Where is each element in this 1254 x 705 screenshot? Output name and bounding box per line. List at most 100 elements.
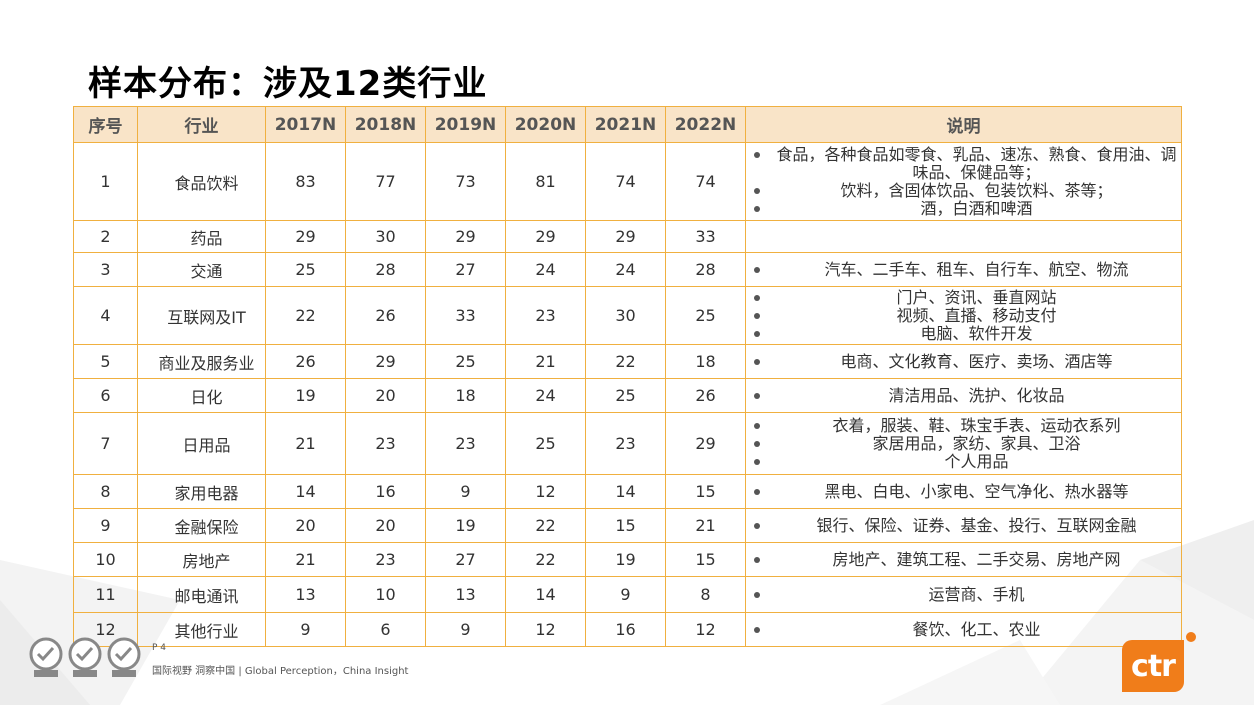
sample-count: 23 bbox=[345, 412, 426, 475]
industry-name: 其他行业 bbox=[137, 612, 266, 647]
description-cell: 餐饮、化工、农业 bbox=[745, 612, 1182, 647]
description-list: 电商、文化教育、医疗、卖场、酒店等 bbox=[750, 352, 1177, 371]
table-header-row: 序号 行业 2017N 2018N 2019N 2020N 2021N 2022N 说明 bbox=[73, 106, 1182, 143]
row-number: 9 bbox=[73, 508, 138, 543]
industry-name: 邮电通讯 bbox=[137, 576, 266, 613]
page-title: 样本分布：涉及12类行业 bbox=[88, 64, 488, 104]
description-item: 餐饮、化工、农业 bbox=[750, 620, 1177, 639]
industry-name: 日化 bbox=[137, 378, 266, 413]
description-item: 银行、保险、证券、基金、投行、互联网金融 bbox=[750, 516, 1177, 535]
sample-count: 24 bbox=[585, 252, 666, 287]
industry-name: 食品饮料 bbox=[137, 142, 266, 221]
sample-count: 22 bbox=[505, 508, 586, 543]
sample-count: 25 bbox=[505, 412, 586, 475]
page-number: P 4 bbox=[152, 643, 167, 653]
row-number: 7 bbox=[73, 412, 138, 475]
row-number: 2 bbox=[73, 220, 138, 253]
sample-count: 33 bbox=[425, 286, 506, 345]
description-cell: 电商、文化教育、医疗、卖场、酒店等 bbox=[745, 344, 1182, 379]
sample-count: 23 bbox=[345, 542, 426, 577]
industry-name: 家用电器 bbox=[137, 474, 266, 509]
certification-logos bbox=[29, 637, 141, 677]
sample-count: 19 bbox=[425, 508, 506, 543]
column-header: 2017N bbox=[265, 106, 346, 143]
sgs-badge-icon bbox=[29, 637, 63, 677]
row-number: 10 bbox=[73, 542, 138, 577]
description-cell: 衣着，服装、鞋、珠宝手表、运动衣系列 家居用品，家纺、家具、卫浴 个人用品 bbox=[745, 412, 1182, 475]
description-item: 衣着，服装、鞋、珠宝手表、运动衣系列 bbox=[750, 416, 1177, 435]
sample-count: 8 bbox=[665, 576, 746, 613]
table-row: 10 房地产 21 23 27 22 19 15 房地产、建筑工程、二手交易、房地产网 bbox=[73, 542, 1182, 577]
sample-count: 27 bbox=[425, 252, 506, 287]
description-item: 电脑、软件开发 bbox=[750, 324, 1177, 343]
industry-name: 房地产 bbox=[137, 542, 266, 577]
sample-count: 16 bbox=[345, 474, 426, 509]
description-list: 门户、资讯、垂直网站 视频、直播、移动支付 电脑、软件开发 bbox=[750, 288, 1177, 343]
sample-count: 9 bbox=[585, 576, 666, 613]
sample-count: 22 bbox=[265, 286, 346, 345]
sample-count: 18 bbox=[425, 378, 506, 413]
table-row: 4 互联网及IT 22 26 33 23 30 25 门户、资讯、垂直网站 视频、直播、移动支付电… bbox=[73, 286, 1182, 345]
sample-count: 20 bbox=[265, 508, 346, 543]
sample-count: 21 bbox=[265, 412, 346, 475]
column-header: 2021N bbox=[585, 106, 666, 143]
sample-count: 29 bbox=[505, 220, 586, 253]
description-list: 房地产、建筑工程、二手交易、房地产网 bbox=[750, 550, 1177, 569]
sample-count: 26 bbox=[665, 378, 746, 413]
sample-count: 74 bbox=[585, 142, 666, 221]
table-row: 1 食品饮料 83 77 73 81 74 74 食品，各种食品如零食、乳品、速冻、熟食、食用油… bbox=[73, 142, 1182, 221]
description-list: 运营商、手机 bbox=[750, 585, 1177, 604]
description-cell: 房地产、建筑工程、二手交易、房地产网 bbox=[745, 542, 1182, 577]
description-cell bbox=[745, 220, 1182, 253]
row-number: 1 bbox=[73, 142, 138, 221]
sample-count: 13 bbox=[425, 576, 506, 613]
column-header: 2019N bbox=[425, 106, 506, 143]
column-header: 2018N bbox=[345, 106, 426, 143]
sample-count: 14 bbox=[265, 474, 346, 509]
brand-dot-icon bbox=[1186, 632, 1196, 642]
row-number: 8 bbox=[73, 474, 138, 509]
table-row: 9 金融保险 20 20 19 22 15 21 银行、保险、证券、基金、投行、互联网金融 bbox=[73, 508, 1182, 543]
sample-count: 15 bbox=[585, 508, 666, 543]
description-item: 运营商、手机 bbox=[750, 585, 1177, 604]
description-cell: 银行、保险、证券、基金、投行、互联网金融 bbox=[745, 508, 1182, 543]
sample-count: 20 bbox=[345, 378, 426, 413]
description-item: 饮料，含固体饮品、包装饮料、茶等； bbox=[750, 181, 1177, 200]
sample-count: 9 bbox=[265, 612, 346, 647]
sample-count: 29 bbox=[665, 412, 746, 475]
description-item: 清洁用品、洗护、化妆品 bbox=[750, 386, 1177, 405]
table-row: 6 日化 19 20 18 24 25 26 清洁用品、洗护、化妆品 bbox=[73, 378, 1182, 413]
sample-count: 25 bbox=[425, 344, 506, 379]
sample-count: 29 bbox=[345, 344, 426, 379]
column-header: 2020N bbox=[505, 106, 586, 143]
industry-name: 药品 bbox=[137, 220, 266, 253]
description-list: 衣着，服装、鞋、珠宝手表、运动衣系列 家居用品，家纺、家具、卫浴 个人用品 bbox=[750, 416, 1177, 471]
sgs-badge-icon bbox=[107, 637, 141, 677]
sample-count: 25 bbox=[585, 378, 666, 413]
sample-count: 26 bbox=[345, 286, 426, 345]
row-number: 6 bbox=[73, 378, 138, 413]
sample-count: 9 bbox=[425, 612, 506, 647]
sample-count: 23 bbox=[585, 412, 666, 475]
row-number: 5 bbox=[73, 344, 138, 379]
sample-count: 24 bbox=[505, 378, 586, 413]
description-item: 电商、文化教育、医疗、卖场、酒店等 bbox=[750, 352, 1177, 371]
sample-count: 23 bbox=[505, 286, 586, 345]
sample-count: 18 bbox=[665, 344, 746, 379]
row-number: 11 bbox=[73, 576, 138, 613]
description-item: 视频、直播、移动支付 bbox=[750, 306, 1177, 325]
description-item: 门户、资讯、垂直网站 bbox=[750, 288, 1177, 307]
description-item: 房地产、建筑工程、二手交易、房地产网 bbox=[750, 550, 1177, 569]
table-row: 11 邮电通讯 13 10 13 14 9 8 运营商、手机 bbox=[73, 576, 1182, 613]
industry-name: 日用品 bbox=[137, 412, 266, 475]
sample-count: 21 bbox=[265, 542, 346, 577]
footer-tagline: 国际视野 洞察中国 | Global Perception，China Insi… bbox=[152, 666, 409, 677]
sample-count: 81 bbox=[505, 142, 586, 221]
industry-name: 互联网及IT bbox=[137, 286, 266, 345]
sample-count: 9 bbox=[425, 474, 506, 509]
table-row: 8 家用电器 14 16 9 12 14 15 黑电、白电、小家电、空气净化、热水器等 bbox=[73, 474, 1182, 509]
description-cell: 汽车、二手车、租车、自行车、航空、物流 bbox=[745, 252, 1182, 287]
sample-count: 16 bbox=[585, 612, 666, 647]
description-cell: 食品，各种食品如零食、乳品、速冻、熟食、食用油、调味品、保健品等； 饮料，含固体饮… bbox=[745, 142, 1182, 221]
sgs-badge-icon bbox=[68, 637, 102, 677]
